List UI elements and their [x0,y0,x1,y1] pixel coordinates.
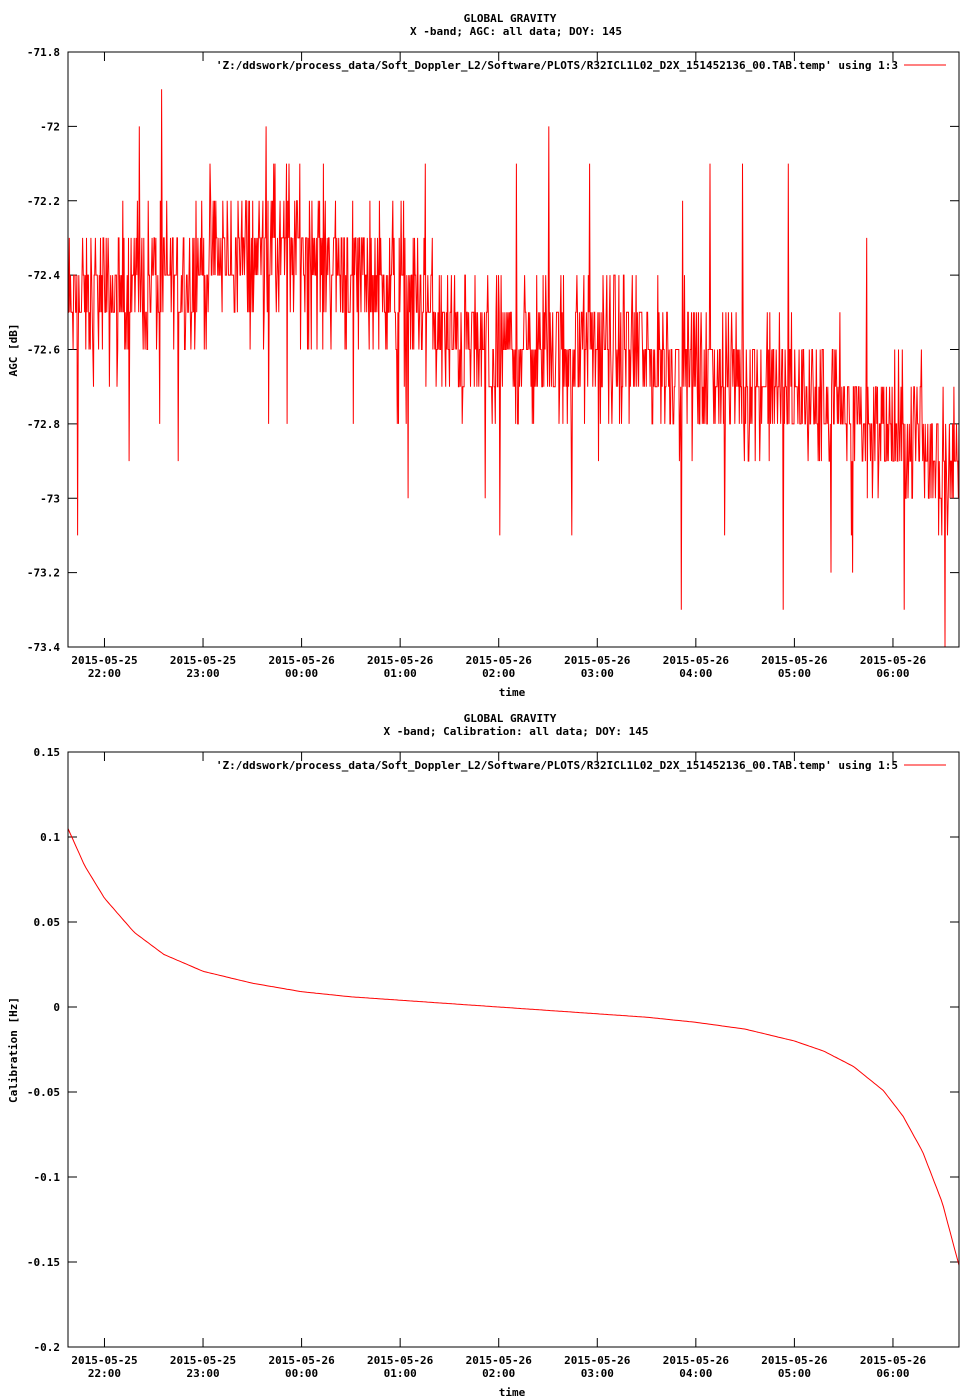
x-tick-label-date: 2015-05-25 [170,1354,236,1367]
plot-frame [67,51,960,648]
calibration-chart: GLOBAL GRAVITY X -band; Calibration: all… [7,712,960,1399]
chart-title: GLOBAL GRAVITY [464,12,557,25]
y-tick-label: -73.2 [27,567,60,580]
agc-chart: GLOBAL GRAVITY X -band; AGC: all data; D… [7,12,960,699]
y-axis-label: Calibration [Hz] [7,997,20,1103]
x-tick-label-time: 02:00 [482,1367,515,1380]
x-tick-label-date: 2015-05-25 [71,1354,137,1367]
x-tick-label-date: 2015-05-26 [466,654,533,667]
y-tick-label: -72 [40,120,60,133]
x-tick-label-date: 2015-05-26 [268,654,335,667]
x-tick-label-date: 2015-05-26 [663,654,730,667]
x-tick-label-date: 2015-05-26 [663,1354,730,1367]
y-tick-label: 0 [53,1001,60,1014]
x-tick-label-time: 04:00 [679,1367,712,1380]
y-tick-label: -72.2 [27,195,60,208]
chart-subtitle: X -band; AGC: all data; DOY: 145 [410,25,622,38]
x-tick-label-time: 02:00 [482,667,515,680]
x-tick-label-time: 05:00 [778,1367,811,1380]
x-tick-label-time: 03:00 [581,1367,614,1380]
x-tick-label-time: 06:00 [876,667,909,680]
x-tick-label-time: 00:00 [285,1367,318,1380]
x-tick-label-date: 2015-05-26 [860,1354,927,1367]
x-ticks: 2015-05-2522:002015-05-2523:002015-05-26… [71,752,926,1380]
x-tick-label-time: 01:00 [384,667,417,680]
x-tick-label-date: 2015-05-26 [761,654,828,667]
legend: 'Z:/ddswork/process_data/Soft_Doppler_L2… [216,759,946,772]
x-axis-label: time [499,1386,526,1399]
x-tick-label-date: 2015-05-26 [564,654,631,667]
legend: 'Z:/ddswork/process_data/Soft_Doppler_L2… [216,59,946,72]
x-tick-label-date: 2015-05-26 [761,1354,828,1367]
y-tick-label: -0.05 [27,1086,60,1099]
chart-title: GLOBAL GRAVITY [464,712,557,725]
x-tick-label-time: 01:00 [384,1367,417,1380]
x-tick-label-date: 2015-05-25 [170,654,236,667]
y-ticks: 0.15 0.1 0.05 0 -0.05 -0.1 -0.15 -0.2 [27,746,959,1354]
x-tick-label-date: 2015-05-26 [860,654,927,667]
legend-label: 'Z:/ddswork/process_data/Soft_Doppler_L2… [216,759,898,772]
y-tick-label: 0.15 [34,746,61,759]
x-tick-label-time: 06:00 [876,1367,909,1380]
x-tick-label-date: 2015-05-26 [367,654,434,667]
chart-subtitle: X -band; Calibration: all data; DOY: 145 [384,725,649,738]
y-ticks: -71.8 -72 -72.2 -72.4 -72.6 -72.8 -73 -73.2 -73.… [27,46,959,654]
x-tick-label-time: 22:00 [88,667,121,680]
plot-area [67,828,960,1266]
plot-area [68,89,960,648]
series-line [68,89,960,648]
x-tick-label-date: 2015-05-25 [71,654,137,667]
x-ticks: 2015-05-2522:002015-05-2523:002015-05-26… [71,52,926,680]
x-tick-label-date: 2015-05-26 [466,1354,533,1367]
y-tick-label: -72.6 [27,344,60,357]
x-tick-label-date: 2015-05-26 [268,1354,335,1367]
x-tick-label-date: 2015-05-26 [564,1354,631,1367]
series-line [67,828,960,1266]
x-tick-label-time: 03:00 [581,667,614,680]
x-tick-label-time: 23:00 [186,1367,219,1380]
y-tick-label: 0.05 [34,916,61,929]
x-tick-label-date: 2015-05-26 [367,1354,434,1367]
x-tick-label-time: 23:00 [186,667,219,680]
y-tick-label: -72.4 [27,269,60,282]
y-tick-label: -73 [40,492,60,505]
x-tick-label-time: 05:00 [778,667,811,680]
y-tick-label: -72.8 [27,418,60,431]
plot-frame [67,751,960,1348]
y-tick-label: -73.4 [27,641,60,654]
y-tick-label: -0.2 [34,1341,61,1354]
x-tick-label-time: 00:00 [285,667,318,680]
y-tick-label: -0.15 [27,1256,60,1269]
y-axis-label: AGC [dB] [7,324,20,377]
y-tick-label: 0.1 [40,831,60,844]
x-tick-label-time: 22:00 [88,1367,121,1380]
y-tick-label: -71.8 [27,46,60,59]
x-tick-label-time: 04:00 [679,667,712,680]
x-axis-label: time [499,686,526,699]
y-tick-label: -0.1 [34,1171,61,1184]
legend-label: 'Z:/ddswork/process_data/Soft_Doppler_L2… [216,59,898,72]
